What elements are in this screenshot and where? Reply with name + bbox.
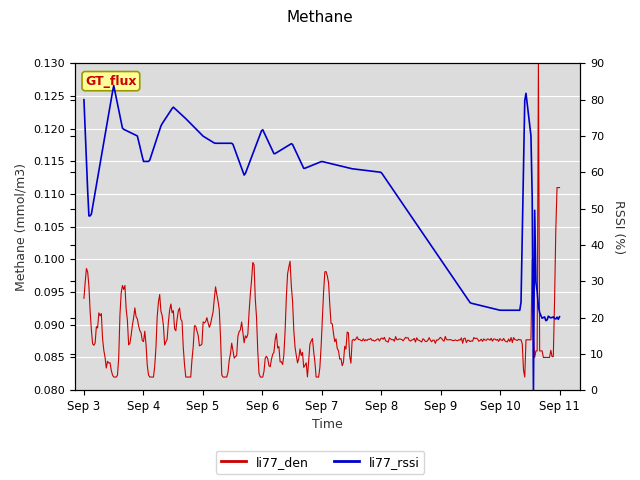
Line: li77_den: li77_den [84,63,559,377]
li77_den [80,296,88,301]
Y-axis label: Methane (mmol/m3): Methane (mmol/m3) [15,163,28,291]
Y-axis label: RSSI (%): RSSI (%) [612,200,625,254]
li77_rssi [80,97,88,103]
li77_den [491,336,499,342]
li77_den [110,374,118,380]
li77_den [534,60,542,66]
li77_rssi [113,95,120,101]
li77_den [420,337,428,343]
li77_den [113,374,120,380]
li77_rssi [96,161,104,167]
li77_rssi [491,306,499,312]
li77_rssi [529,387,537,393]
li77_den [556,185,563,191]
li77_den [326,302,333,308]
li77_rssi [110,83,118,88]
X-axis label: Time: Time [312,419,343,432]
Text: Methane: Methane [287,10,353,24]
Line: li77_rssi: li77_rssi [84,85,559,390]
Text: GT_flux: GT_flux [85,74,136,88]
li77_den [96,313,104,319]
li77_rssi [420,232,428,238]
li77_rssi [556,314,563,320]
Legend: li77_den, li77_rssi: li77_den, li77_rssi [216,451,424,474]
li77_den [554,185,562,191]
li77_rssi [326,160,333,166]
li77_rssi [554,316,562,322]
